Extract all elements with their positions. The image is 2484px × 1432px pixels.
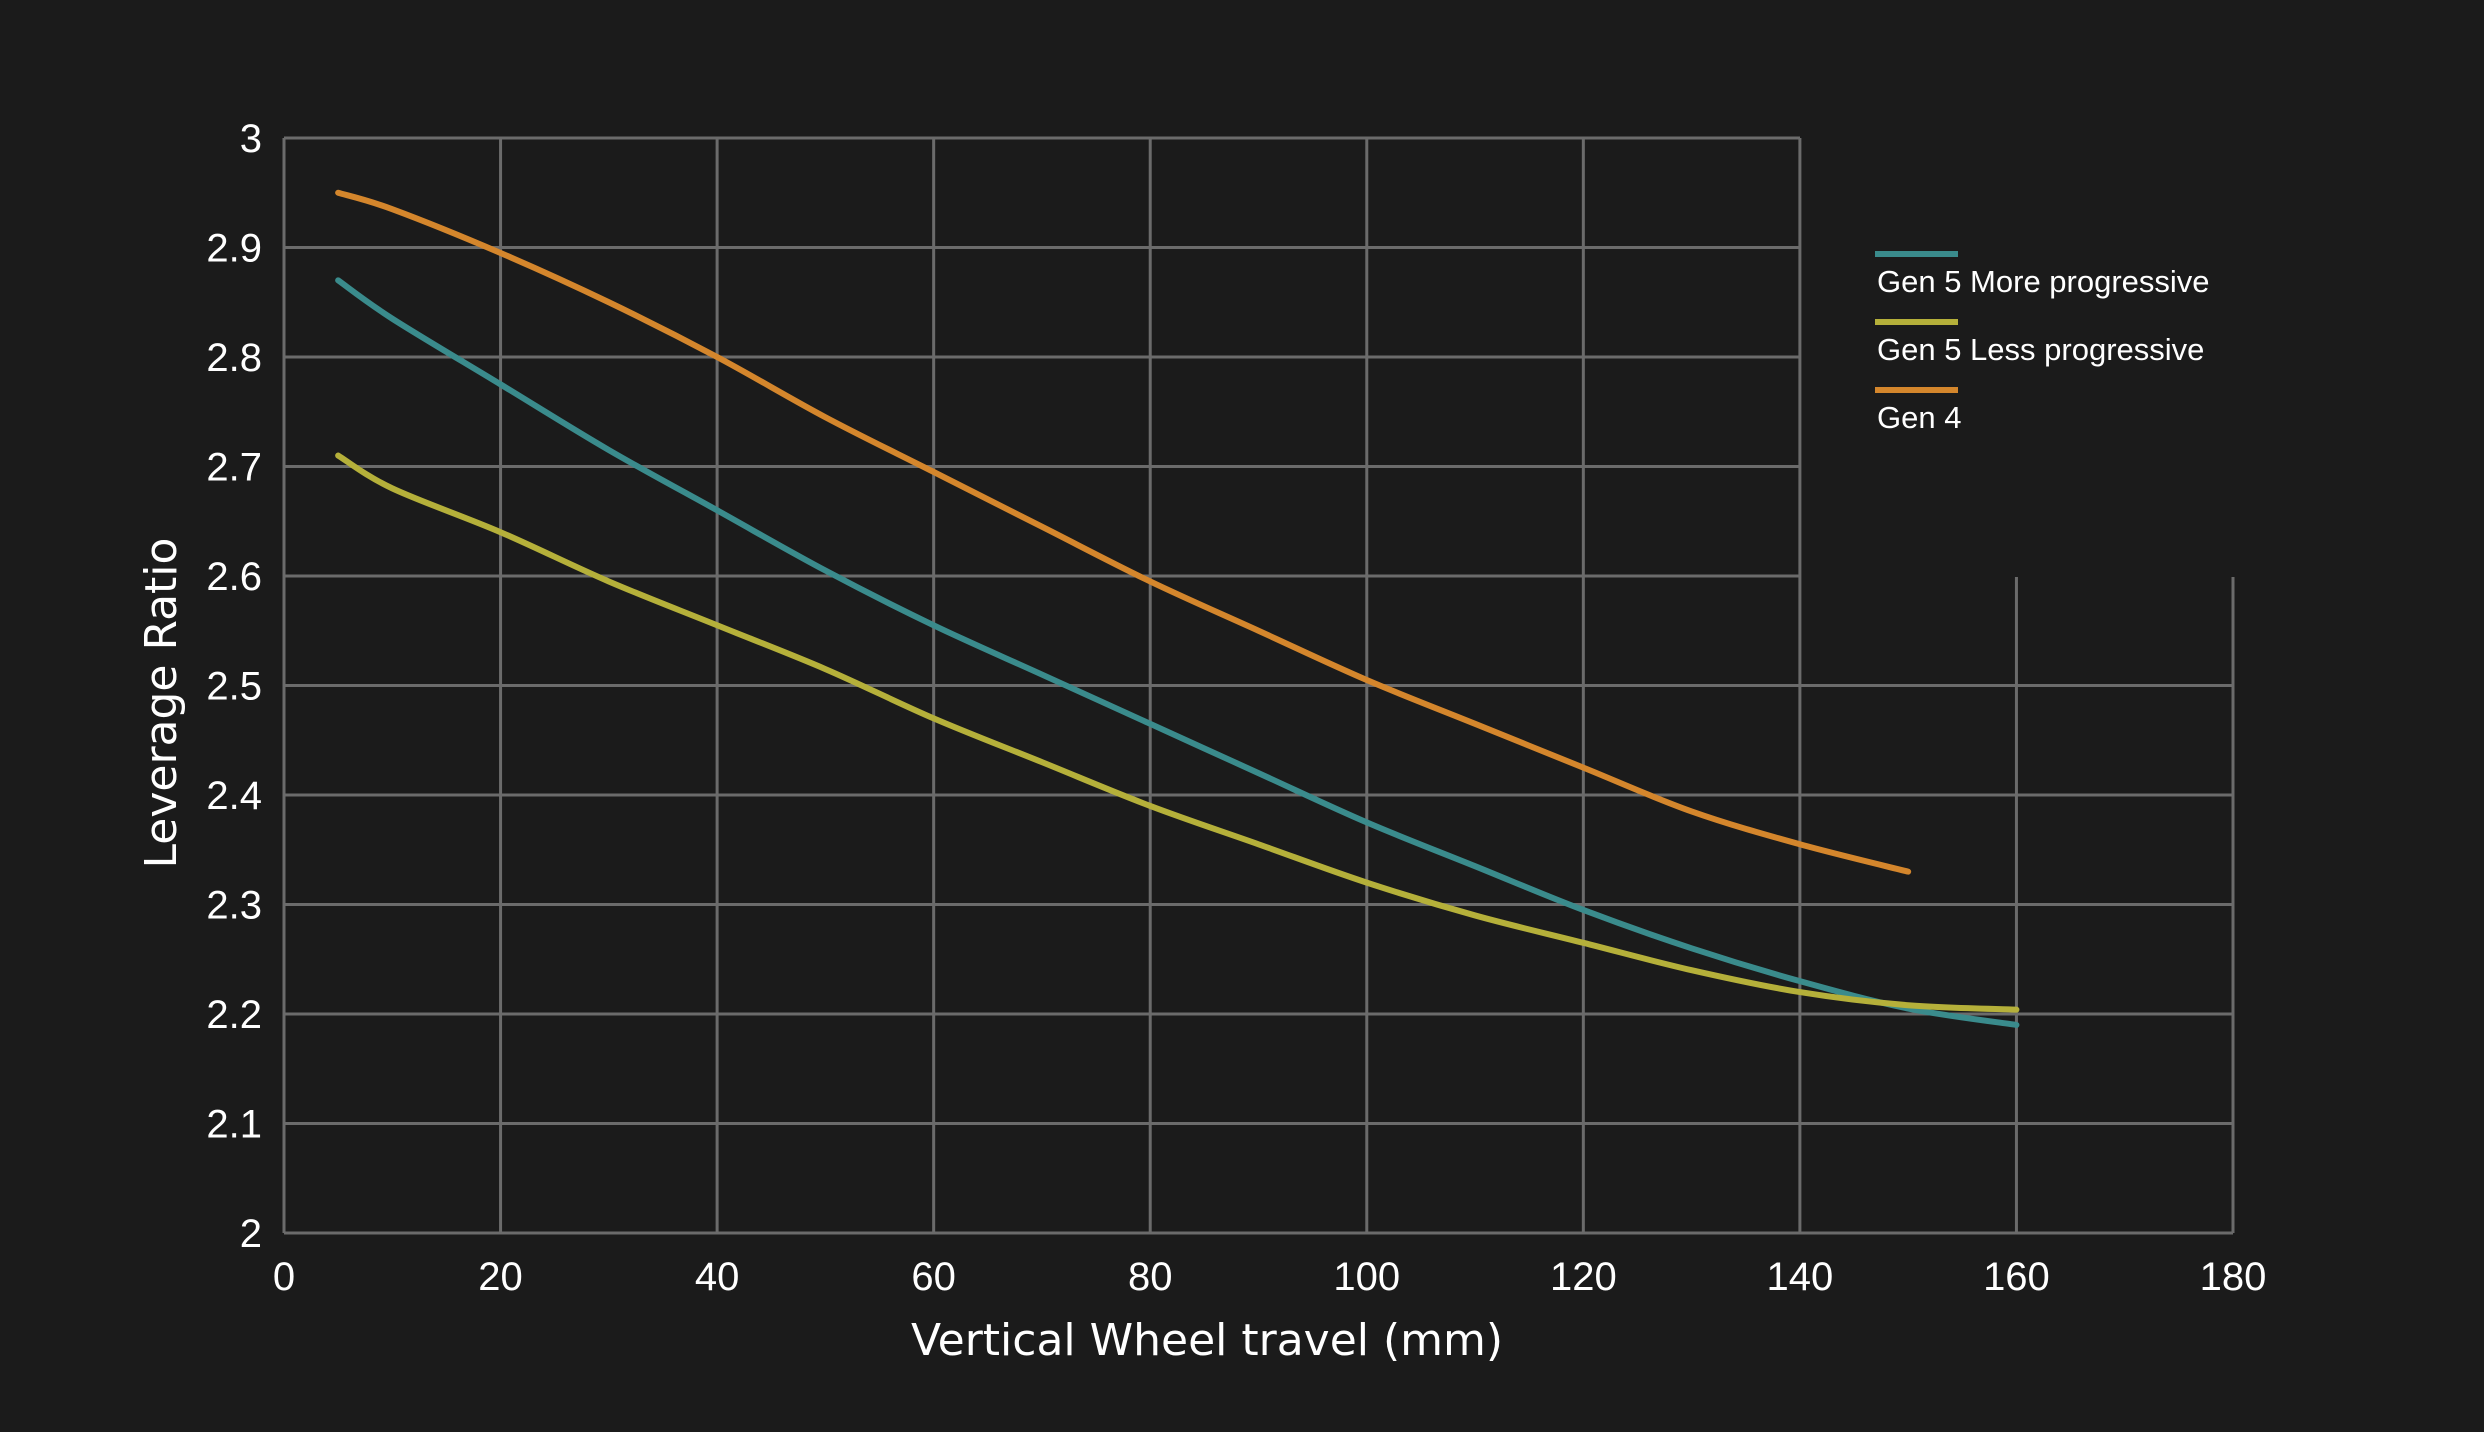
x-tick-label: 0: [273, 1255, 295, 1299]
series-line-gen-5-more-progressive: [335, 277, 2020, 1028]
series-lines: [335, 189, 2020, 1028]
x-axis-title: Vertical Wheel travel (mm): [911, 1315, 1503, 1366]
legend-label: Gen 4: [1877, 400, 1961, 435]
y-tick-label: 2.2: [206, 993, 262, 1037]
y-tick-label: 2.6: [206, 555, 262, 599]
y-tick-label: 2.9: [206, 227, 262, 271]
legend-label: Gen 5 Less progressive: [1877, 332, 2204, 367]
y-tick-label: 2.8: [206, 336, 262, 380]
y-tick-label: 2: [240, 1212, 262, 1256]
x-tick-label: 80: [1128, 1255, 1173, 1299]
legend-label: Gen 5 More progressive: [1877, 264, 2210, 299]
x-tick-label: 20: [478, 1255, 523, 1299]
y-tick-label: 2.3: [206, 884, 262, 928]
x-tick-label: 60: [911, 1255, 956, 1299]
x-tick-label: 40: [695, 1255, 740, 1299]
grid: [282, 136, 2235, 1235]
x-tick-label: 180: [2200, 1255, 2267, 1299]
y-tick-label: 2.5: [206, 665, 262, 709]
y-tick-label: 2.1: [206, 1103, 262, 1147]
x-tick-label: 140: [1767, 1255, 1834, 1299]
x-tick-label: 100: [1333, 1255, 1400, 1299]
x-tick-label: 120: [1550, 1255, 1617, 1299]
y-tick-label: 2.4: [206, 774, 262, 818]
y-tick-label: 2.7: [206, 446, 262, 490]
y-axis-title: Leverage Ratio: [136, 538, 187, 869]
legend: Gen 5 More progressive Gen 5 Less progres…: [1875, 251, 2210, 435]
y-axis-ticks: 2 2.1 2.2 2.3 2.4 2.5 2.6 2.7 2.8 2.9 3: [206, 117, 262, 1256]
y-tick-label: 3: [240, 117, 262, 161]
x-axis-ticks: 0 20 40 60 80 100 120 140 160 180: [273, 1255, 2267, 1299]
x-tick-label: 160: [1983, 1255, 2050, 1299]
series-line-gen-5-less-progressive: [335, 452, 2020, 1013]
series-line-gen-4: [335, 189, 1912, 875]
